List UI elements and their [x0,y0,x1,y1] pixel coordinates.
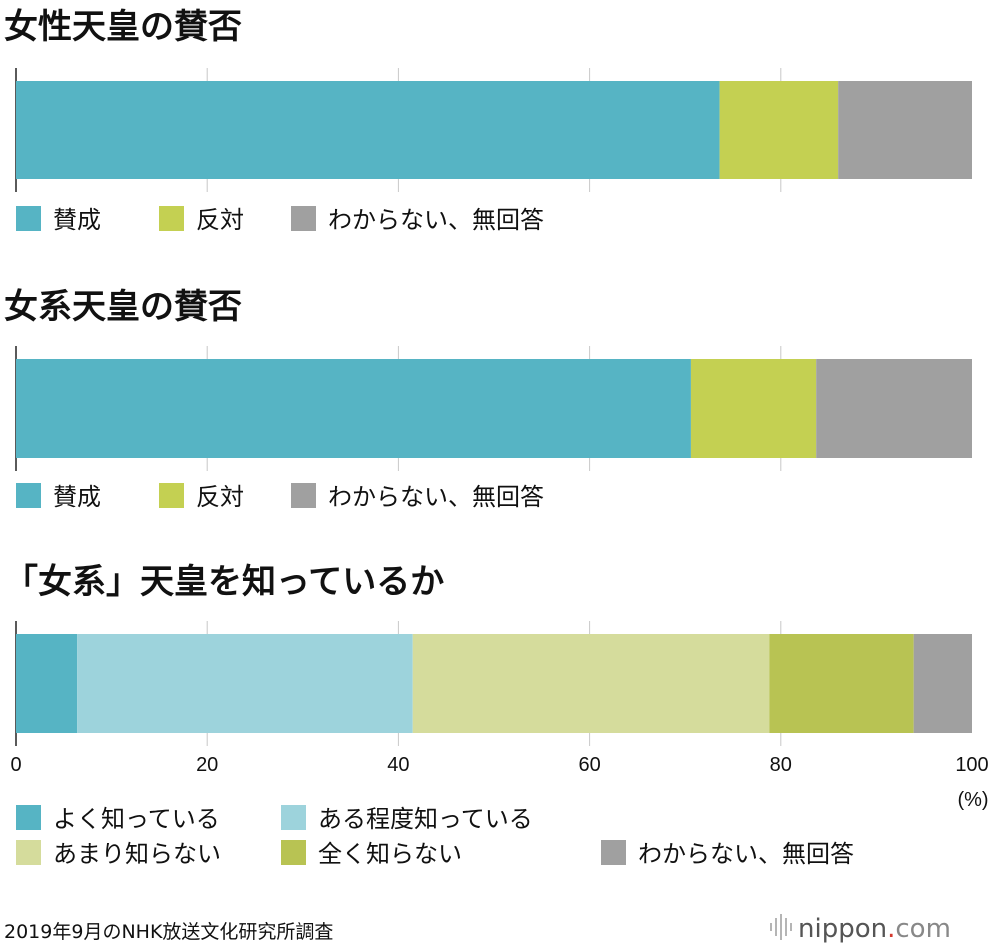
legend-label-know-nothing: 全く知らない [318,840,462,868]
x-tick-label: 20 [196,754,218,776]
bar-segment [16,81,720,179]
chart-title-awareness: 「女系」天皇を知っているか [4,562,444,602]
source-note: 2019年9月のNHK放送文化研究所調査 [4,921,333,943]
legend-swatch-oppose [159,483,184,508]
bar-segment [412,634,770,733]
bar-segment [719,81,839,179]
bar-segment [769,634,914,733]
legend-swatch-approve [16,483,41,508]
legend-female-emperor: 賛成 反対 わからない、無回答 [16,206,544,234]
bar-segment [838,81,972,179]
bar-segment [816,359,972,458]
bar-segment [77,634,413,733]
chart-title-matrilineal-emperor: 女系天皇の賛否 [4,287,242,327]
logo-wordmark: nippon.com [798,914,951,944]
legend-label-unknown: わからない、無回答 [328,206,544,234]
legend-label-approve: 賛成 [53,483,101,511]
x-tick-label: 80 [770,754,792,776]
bar-segment [16,634,78,733]
chart-title-female-emperor: 女性天皇の賛否 [4,7,242,47]
legend-label-know-well: よく知っている [53,805,220,833]
x-axis-unit: (%) [957,789,988,811]
x-tick-label: 40 [387,754,409,776]
legend-swatch-know-somewhat [281,805,306,830]
legend-label-oppose: 反対 [196,206,244,234]
x-tick-label: 60 [578,754,600,776]
legend-label-oppose: 反対 [196,483,244,511]
legend-swatch-unknown [601,840,626,865]
legend-swatch-unknown [291,483,316,508]
bar-segment [913,634,972,733]
x-tick-label: 100 [955,754,988,776]
legend-swatch-know-well [16,805,41,830]
logo-bars-icon [770,914,792,940]
legend-swatch-know-nothing [281,840,306,865]
nippon-logo: nippon.com [770,914,951,944]
legend-label-unknown: わからない、無回答 [638,840,854,868]
legend-label-unknown: わからない、無回答 [328,483,544,511]
legend-swatch-approve [16,206,41,231]
legend-swatch-oppose [159,206,184,231]
x-axis-ticks: 0 20 40 60 80 100 [10,754,988,776]
x-tick-label: 0 [10,754,21,776]
stacked-bars [16,81,972,733]
legend-label-approve: 賛成 [53,206,101,234]
legend-label-know-little: あまり知らない [53,840,221,868]
legend-label-know-somewhat: ある程度知っている [318,805,533,833]
bar-segment [690,359,817,458]
legend-matrilineal-emperor: 賛成 反対 わからない、無回答 [16,483,544,511]
legend-swatch-know-little [16,840,41,865]
legend-swatch-unknown [291,206,316,231]
bar-segment [16,359,691,458]
legend-awareness: よく知っている ある程度知っている あまり知らない 全く知らない わからない、無… [16,805,854,868]
